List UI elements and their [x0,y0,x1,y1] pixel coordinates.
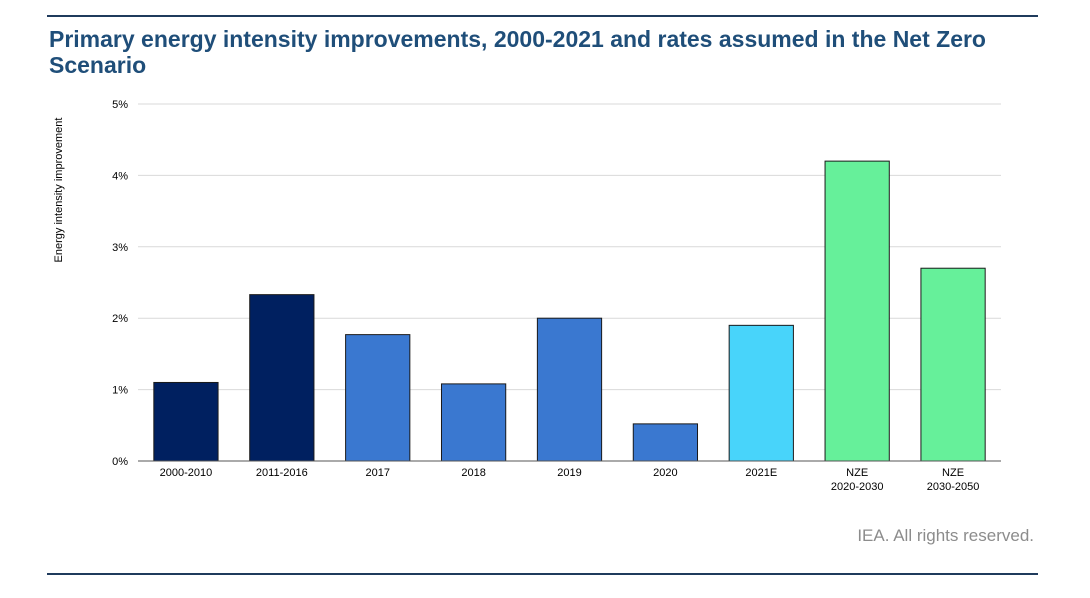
x-tick-label: 2000-2010 [160,467,213,479]
x-tick-label: 2021E [745,467,777,479]
chart-title: Primary energy intensity improvements, 2… [49,26,986,78]
y-tick-label: 0% [112,456,128,468]
x-tick-label: 2017 [365,467,389,479]
bar [249,294,315,462]
copyright-credit: IEA. All rights reserved. [857,526,1034,545]
y-axis-label: Energy intensity improvement [53,118,65,263]
bar [153,381,219,462]
y-tick-label: 2% [112,313,128,325]
y-tick-label: 3% [112,242,128,254]
bottom-rule [47,573,1038,575]
x-tick-label: NZE 2020-2030 [831,467,884,493]
bar [728,324,794,462]
x-tick-label: 2020 [653,467,677,479]
x-tick-label: 2018 [461,467,485,479]
x-axis-ticks: 2000-2010 2011-2016 2017 2018 2019 2020 2021E N… [160,467,980,493]
y-tick-label: 1% [112,385,128,397]
bar [345,334,411,462]
x-tick-label: NZE 2030-2050 [927,467,980,493]
y-axis-ticks: 0% 1% 2% 3% 4% 5% [112,99,128,468]
top-rule [47,15,1038,17]
bars [153,160,986,462]
bar [536,317,603,462]
y-tick-label: 4% [112,170,128,182]
x-tick-label: 2011-2016 [256,467,308,479]
bar [440,383,507,462]
y-tick-label: 5% [112,99,128,111]
bar [632,423,699,462]
bar [920,267,986,462]
x-tick-label: 2019 [557,467,581,479]
bar [824,160,890,462]
